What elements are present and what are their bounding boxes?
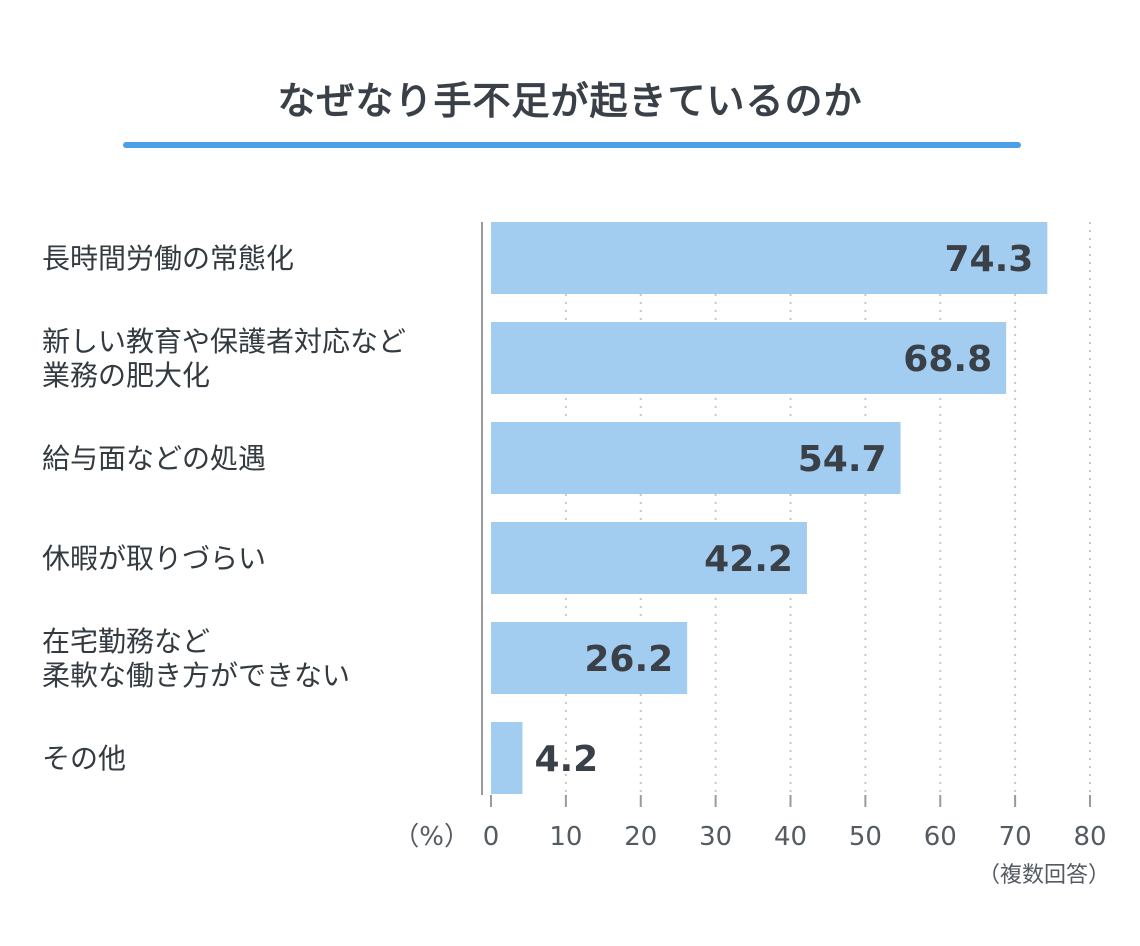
x-tick-label: 0 [483, 822, 500, 852]
x-tick-label: 30 [699, 822, 732, 852]
data-label: 42.2 [704, 539, 793, 580]
bar [491, 422, 901, 494]
title-underline [123, 142, 1021, 148]
bar [491, 222, 1048, 294]
bars [491, 222, 1048, 794]
bar [491, 522, 807, 594]
category-label: 業務の肥大化 [42, 359, 210, 392]
chart-title: なぜなり手不足が起きているのか [277, 79, 863, 123]
category-label: 休暇が取りづらい [42, 542, 266, 575]
x-tick-label: 50 [849, 822, 882, 852]
x-tick-label: 80 [1073, 822, 1106, 852]
data-label: 74.3 [944, 239, 1033, 280]
category-label: 在宅勤務など [42, 625, 210, 658]
category-label: 給与面などの処遇 [42, 442, 266, 475]
bar [491, 622, 688, 694]
axis [481, 222, 1091, 807]
bar [491, 322, 1007, 394]
data-label: 4.2 [534, 739, 598, 780]
category-label: 新しい教育や保護者対応など [42, 325, 406, 358]
data-label: 26.2 [584, 639, 673, 680]
labels: 0 10 20 30 40 50 60 70 80 （%） （複数回答） 長時間労働の常態化 74.3 新… [42, 239, 1110, 888]
x-tick-label: 70 [999, 822, 1032, 852]
x-tick-label: 20 [624, 822, 657, 852]
category-label: その他 [42, 742, 126, 775]
data-label: 54.7 [798, 439, 887, 480]
x-tick-label: 40 [774, 822, 807, 852]
data-label: 68.8 [903, 339, 992, 380]
multiple-answer-note: （複数回答） [978, 863, 1110, 888]
x-axis-unit-label: （%） [393, 822, 470, 852]
category-label: 柔軟な働き方ができない [42, 659, 350, 692]
grid-lines [564, 222, 1091, 795]
bar [491, 722, 523, 794]
x-tick-label: 10 [549, 822, 582, 852]
x-tick-label: 60 [924, 822, 957, 852]
category-label: 長時間労働の常態化 [42, 242, 294, 275]
